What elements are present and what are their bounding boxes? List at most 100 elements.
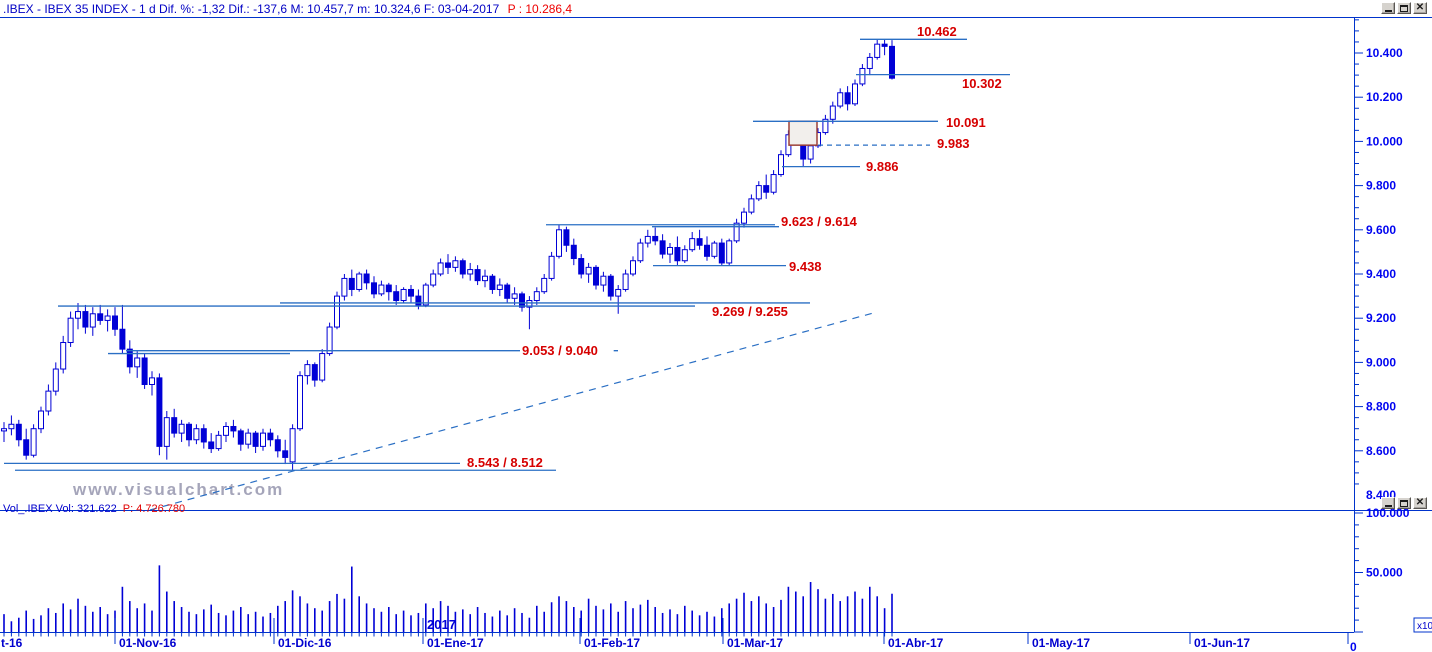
candle-body-down: [237, 430, 244, 445]
date-axis-label: 01-Nov-16: [119, 636, 177, 650]
close-button[interactable]: ✕: [1413, 497, 1427, 509]
candle-body-up: [644, 235, 651, 244]
volume-axis-label: 100.000: [1366, 506, 1410, 520]
volume-axis-label: 50.000: [1366, 566, 1403, 580]
date-axis-label: 01-Abr-17: [888, 636, 944, 650]
candle-body-down: [252, 432, 259, 447]
volume-bar: [262, 616, 264, 632]
volume-bar: [77, 598, 79, 632]
candle-body-down: [208, 441, 215, 450]
volume-bar: [129, 601, 131, 632]
volume-bar: [861, 598, 864, 632]
candle-body-up: [541, 277, 548, 293]
volume-bar: [306, 603, 309, 632]
volume-bar: [602, 609, 605, 632]
candle-body-up: [437, 262, 444, 275]
candle-body-up: [755, 185, 762, 200]
volume-bar: [217, 612, 220, 632]
price-level-label: 9.983: [937, 136, 970, 151]
volume-bar: [610, 603, 612, 632]
volume-bar: [395, 614, 397, 632]
volume-bar: [388, 607, 390, 632]
label-backing: [520, 344, 614, 357]
volume-bar: [69, 609, 72, 632]
volume-bar: [698, 615, 701, 632]
candle-body-up: [75, 311, 81, 319]
volume-bar: [410, 615, 412, 632]
volume-bar: [676, 614, 679, 632]
multiplier-label: x10: [1417, 621, 1432, 632]
candle-body-down: [363, 273, 370, 284]
label-backing: [779, 215, 873, 228]
candle-body-up: [667, 246, 673, 255]
candle-body-up: [245, 432, 252, 445]
volume-bar: [846, 596, 849, 632]
volume-bar: [484, 612, 486, 632]
close-button[interactable]: ✕: [1413, 2, 1427, 14]
volume-bar: [343, 598, 346, 632]
candle-body-up: [630, 260, 636, 275]
candle-body-down: [489, 275, 496, 290]
volume-bar: [240, 607, 242, 632]
volume-bar: [580, 610, 582, 632]
candle-body-up: [378, 284, 385, 295]
volume-bar: [188, 611, 190, 632]
candle-body-up: [467, 269, 474, 275]
candle-body-up: [319, 353, 326, 381]
candle-body-up: [741, 211, 747, 224]
candle-body-up: [770, 174, 777, 193]
label-backing: [710, 305, 804, 318]
date-axis-label: 01-May-17: [1032, 636, 1090, 650]
volume-bar: [321, 610, 323, 632]
candle-body-down: [570, 244, 577, 260]
minimize-icon: [1384, 10, 1392, 12]
gap-highlight-box: [788, 120, 818, 146]
candle-body-up: [326, 326, 333, 355]
candle-body-up: [585, 266, 592, 275]
date-axis-label: 01-Ene-17: [427, 636, 484, 650]
candle-body-up: [874, 43, 881, 58]
instrument-header: .IBEX - IBEX 35 INDEX - 1 d Dif. %: -1,3…: [0, 0, 1432, 17]
volume-bar: [735, 598, 738, 632]
maximize-button[interactable]: [1397, 2, 1411, 14]
candle-body-down: [763, 185, 770, 193]
volume-bar: [425, 603, 427, 632]
date-axis-label: t-16: [1, 636, 23, 650]
close-icon: ✕: [1415, 2, 1425, 13]
price-level-label: 9.438: [789, 259, 822, 274]
candle-body-up: [852, 83, 858, 105]
candle-body-up: [67, 317, 74, 344]
volume-bar: [802, 596, 804, 632]
volume-bar: [587, 598, 590, 632]
candle-body-down: [504, 284, 511, 299]
minimize-button[interactable]: [1381, 2, 1395, 14]
candle-body-up: [422, 284, 429, 306]
volume-bar: [750, 601, 753, 632]
price-axis-label: 10.000: [1366, 134, 1403, 148]
maximize-button[interactable]: [1397, 497, 1411, 509]
volume-bar: [506, 615, 508, 632]
candle-body-up: [8, 423, 15, 430]
candle-body-up: [637, 242, 644, 262]
price-level-label: 9.886: [866, 159, 899, 174]
candle-body-down: [171, 417, 178, 434]
candle-body-up: [163, 417, 170, 447]
candle-body-up: [778, 154, 784, 176]
candle-body-up: [548, 255, 555, 279]
minimize-button[interactable]: [1381, 497, 1395, 509]
candle-body-down: [881, 43, 888, 47]
price-level-label: 9.269 / 9.255: [712, 304, 788, 319]
volume-bar: [47, 608, 50, 632]
volume-bar: [691, 610, 693, 632]
price-axis-label: 9.600: [1366, 223, 1396, 237]
candle-body-up: [556, 229, 562, 257]
date-axis-label: 01-Feb-17: [584, 636, 640, 650]
volume-bar: [158, 565, 161, 632]
volume-bar: [232, 610, 235, 632]
volume-axis-label: 0: [1350, 640, 1357, 652]
candle-body-down: [186, 423, 192, 441]
multiplier-box: [1413, 617, 1432, 633]
candle-body-down: [718, 242, 725, 264]
candle-body-up: [511, 293, 518, 299]
